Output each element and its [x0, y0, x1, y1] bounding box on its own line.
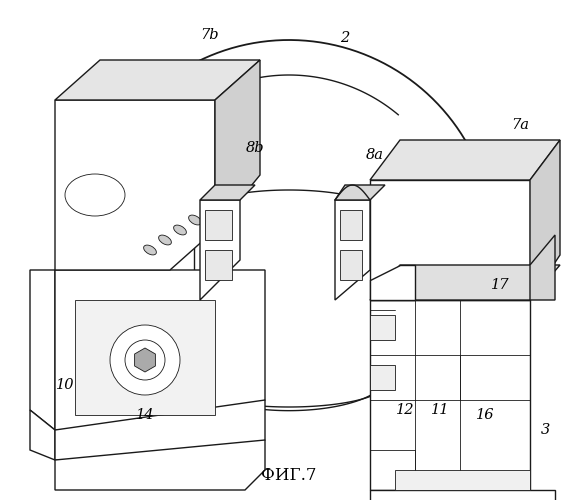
Ellipse shape	[159, 235, 171, 245]
Polygon shape	[370, 180, 530, 300]
Ellipse shape	[144, 245, 156, 255]
Polygon shape	[55, 270, 265, 430]
Polygon shape	[55, 400, 265, 460]
Text: 14: 14	[135, 408, 154, 422]
Polygon shape	[370, 265, 415, 300]
Polygon shape	[205, 250, 232, 280]
Polygon shape	[335, 185, 385, 200]
Text: 8a: 8a	[366, 148, 384, 162]
Polygon shape	[30, 410, 55, 460]
Text: 7a: 7a	[511, 118, 529, 132]
Text: 3: 3	[540, 423, 549, 437]
Polygon shape	[200, 200, 240, 300]
Ellipse shape	[68, 176, 123, 214]
Polygon shape	[205, 210, 232, 240]
Polygon shape	[370, 490, 555, 500]
Polygon shape	[215, 60, 260, 230]
Text: 16: 16	[476, 408, 494, 422]
Polygon shape	[200, 185, 255, 200]
Text: 17: 17	[491, 278, 510, 292]
Polygon shape	[134, 348, 155, 372]
Circle shape	[125, 340, 165, 380]
Text: 12: 12	[396, 403, 414, 417]
Ellipse shape	[174, 225, 186, 235]
Text: 10: 10	[56, 378, 74, 392]
Polygon shape	[55, 440, 265, 490]
Polygon shape	[370, 315, 395, 340]
Polygon shape	[530, 140, 560, 300]
Text: 8b: 8b	[245, 141, 264, 155]
Polygon shape	[75, 300, 215, 415]
Text: 2: 2	[340, 31, 350, 45]
Polygon shape	[335, 200, 370, 300]
Circle shape	[110, 325, 180, 395]
Text: 11: 11	[431, 403, 449, 417]
Text: 7b: 7b	[201, 28, 219, 42]
Polygon shape	[370, 300, 530, 490]
Polygon shape	[370, 140, 560, 180]
Polygon shape	[340, 210, 362, 240]
Polygon shape	[55, 100, 215, 270]
Text: ФИГ.7: ФИГ.7	[261, 466, 317, 483]
Polygon shape	[30, 270, 55, 430]
Polygon shape	[370, 265, 560, 300]
Polygon shape	[530, 235, 555, 300]
Polygon shape	[55, 60, 260, 100]
Ellipse shape	[65, 174, 125, 216]
Polygon shape	[340, 250, 362, 280]
Polygon shape	[370, 365, 395, 390]
Polygon shape	[395, 470, 530, 490]
Ellipse shape	[189, 215, 201, 225]
